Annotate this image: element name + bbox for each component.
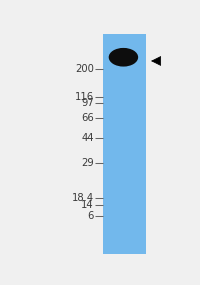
- Text: 116: 116: [75, 92, 94, 102]
- Text: 200: 200: [75, 64, 94, 74]
- Text: 66: 66: [81, 113, 94, 123]
- Text: 14: 14: [81, 200, 94, 210]
- Text: 6: 6: [88, 211, 94, 221]
- Text: 97: 97: [81, 98, 94, 108]
- Text: 29: 29: [81, 158, 94, 168]
- Text: 18.4: 18.4: [72, 193, 94, 203]
- Text: 44: 44: [81, 133, 94, 143]
- Bar: [103, 34, 146, 254]
- Ellipse shape: [109, 48, 138, 67]
